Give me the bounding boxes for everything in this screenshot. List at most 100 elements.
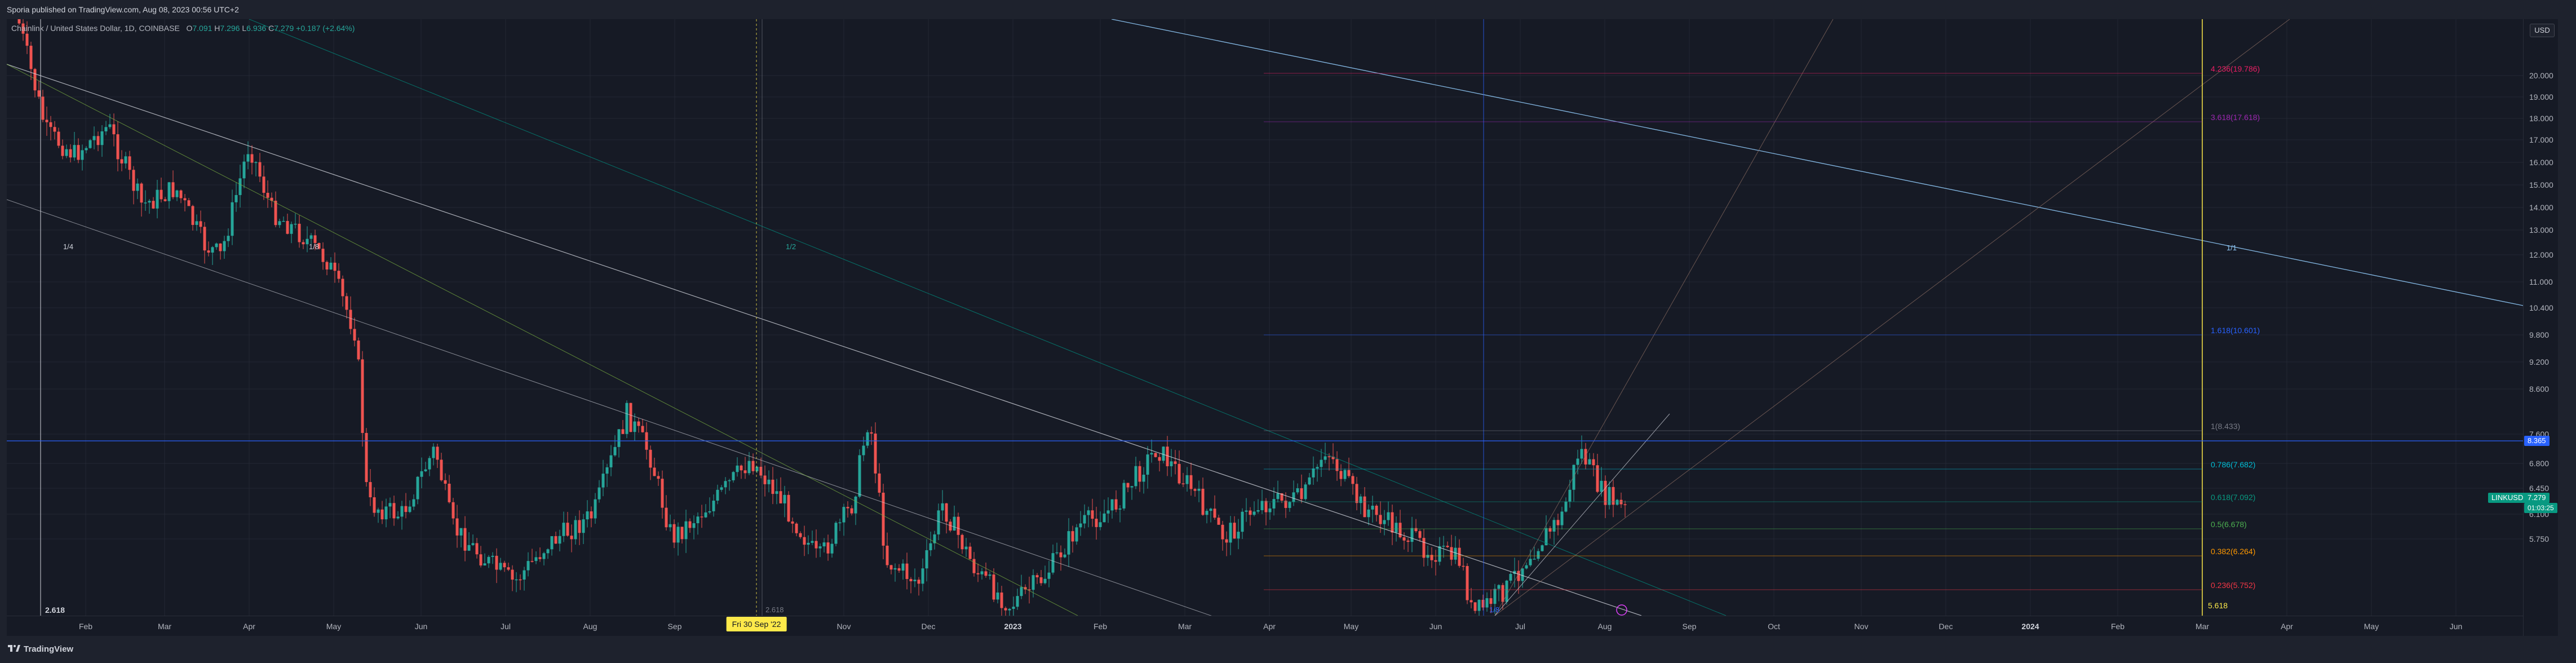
fan-line-c bbox=[1494, 413, 1670, 616]
candle-body bbox=[1564, 501, 1568, 512]
candle-body bbox=[1343, 470, 1347, 479]
candle-body bbox=[1280, 493, 1283, 501]
footer-brand: TradingView bbox=[24, 644, 74, 654]
candle-body bbox=[1284, 501, 1287, 509]
candle-body bbox=[1470, 600, 1473, 603]
drawing-label: 1/8 bbox=[309, 242, 320, 251]
candle-body bbox=[1229, 523, 1232, 543]
candle-body bbox=[404, 506, 408, 512]
candle-body bbox=[1359, 496, 1362, 503]
event-marker bbox=[1616, 604, 1627, 616]
candle-body bbox=[676, 527, 680, 543]
candle-body bbox=[290, 224, 293, 234]
candle-body bbox=[905, 563, 909, 580]
candle-body bbox=[799, 533, 802, 537]
candle-body bbox=[1154, 453, 1157, 457]
candle-body bbox=[1185, 475, 1189, 484]
candle-body bbox=[594, 499, 597, 519]
candle-body bbox=[408, 506, 411, 512]
candle-body bbox=[1402, 537, 1406, 541]
candle-body bbox=[1276, 493, 1280, 500]
candle-body bbox=[388, 503, 392, 507]
time-tick: May bbox=[2363, 622, 2379, 631]
candle-body bbox=[187, 200, 191, 206]
candle-body bbox=[1604, 480, 1607, 505]
candle-body bbox=[1114, 499, 1118, 510]
time-tick: Jun bbox=[2449, 622, 2463, 631]
time-axis[interactable]: Feb Mar Apr May Jun Jul Aug Sep Oct Nov Dec 2023 Feb… bbox=[7, 616, 2523, 636]
candle-body bbox=[432, 447, 435, 458]
candle-body bbox=[605, 467, 609, 474]
candle-body bbox=[424, 469, 427, 471]
gann-fan-line-2 bbox=[249, 19, 1727, 616]
grid bbox=[7, 19, 2523, 616]
candle-body bbox=[1138, 466, 1141, 482]
candle-body bbox=[625, 403, 628, 434]
candle-body bbox=[716, 489, 719, 501]
candle-body bbox=[980, 571, 984, 574]
fib-level-label: 5.618 bbox=[2208, 601, 2228, 610]
candle-body bbox=[964, 546, 968, 550]
price-tick: 18.000 bbox=[2529, 114, 2553, 123]
candle-body bbox=[712, 501, 715, 511]
price-axis[interactable]: 20.000 19.000 18.000 17.000 16.000 15.000 14.0… bbox=[2523, 19, 2558, 636]
candle-body bbox=[1387, 512, 1390, 520]
drawing-label: 2.618 bbox=[45, 605, 65, 615]
plot-area[interactable]: Chainlink / United States Dollar, 1D, CO… bbox=[7, 19, 2523, 616]
candle-body bbox=[1477, 599, 1481, 611]
candle-body bbox=[1600, 480, 1603, 492]
candle-body bbox=[171, 182, 175, 197]
candle-body bbox=[1016, 596, 1019, 607]
candle-body bbox=[282, 220, 285, 222]
candle-body bbox=[1308, 477, 1311, 485]
candle-body bbox=[1252, 511, 1256, 515]
candle-body bbox=[227, 236, 230, 241]
fan-line-b bbox=[1494, 19, 2290, 616]
candle-body bbox=[1142, 474, 1145, 482]
candle-body bbox=[1150, 453, 1153, 455]
chart-pane[interactable]: Chainlink / United States Dollar, 1D, CO… bbox=[7, 19, 2558, 636]
candle-body bbox=[1103, 513, 1106, 523]
candle-body bbox=[1367, 509, 1370, 518]
candle-body bbox=[988, 574, 992, 576]
price-tick: 9.200 bbox=[2529, 357, 2550, 366]
candle-body bbox=[1063, 554, 1066, 558]
candle-body bbox=[1497, 585, 1501, 589]
candle-body bbox=[1288, 502, 1291, 509]
candle-body bbox=[96, 136, 100, 145]
price-tick: 15.000 bbox=[2529, 180, 2553, 189]
price-tick: 10.400 bbox=[2529, 303, 2553, 312]
candle-body bbox=[1521, 568, 1524, 581]
candle-body bbox=[1466, 565, 1469, 600]
tradingview-logo[interactable]: TradingView bbox=[8, 636, 73, 663]
candle-body bbox=[649, 449, 652, 468]
candle-body bbox=[629, 403, 632, 432]
candle-body bbox=[708, 511, 711, 512]
candle-body bbox=[822, 542, 826, 547]
candle-body bbox=[57, 131, 60, 146]
candle-body bbox=[507, 567, 510, 570]
time-tick: Nov bbox=[836, 622, 851, 631]
candle-body bbox=[69, 149, 72, 158]
candle-body bbox=[1414, 528, 1418, 532]
candle-body bbox=[475, 543, 479, 555]
candle-body bbox=[1537, 551, 1540, 559]
candle-body bbox=[1233, 523, 1236, 539]
candle-body bbox=[1395, 523, 1398, 533]
candle-body bbox=[100, 131, 104, 145]
candle-body bbox=[866, 432, 869, 446]
candle-body bbox=[136, 183, 139, 191]
candle-body bbox=[1525, 565, 1528, 569]
candle-body bbox=[92, 136, 96, 140]
candle-body bbox=[519, 579, 522, 581]
candle-body bbox=[349, 310, 352, 329]
candle-body bbox=[874, 434, 877, 474]
candle-body bbox=[609, 455, 613, 467]
legend-high-label: H bbox=[214, 24, 220, 33]
candle-body bbox=[369, 482, 372, 498]
candle-body bbox=[1560, 511, 1564, 525]
price-tick: 12.000 bbox=[2529, 250, 2553, 259]
currency-button[interactable]: USD bbox=[2530, 24, 2555, 37]
candle-body bbox=[1221, 524, 1224, 540]
candle-body bbox=[953, 516, 956, 531]
